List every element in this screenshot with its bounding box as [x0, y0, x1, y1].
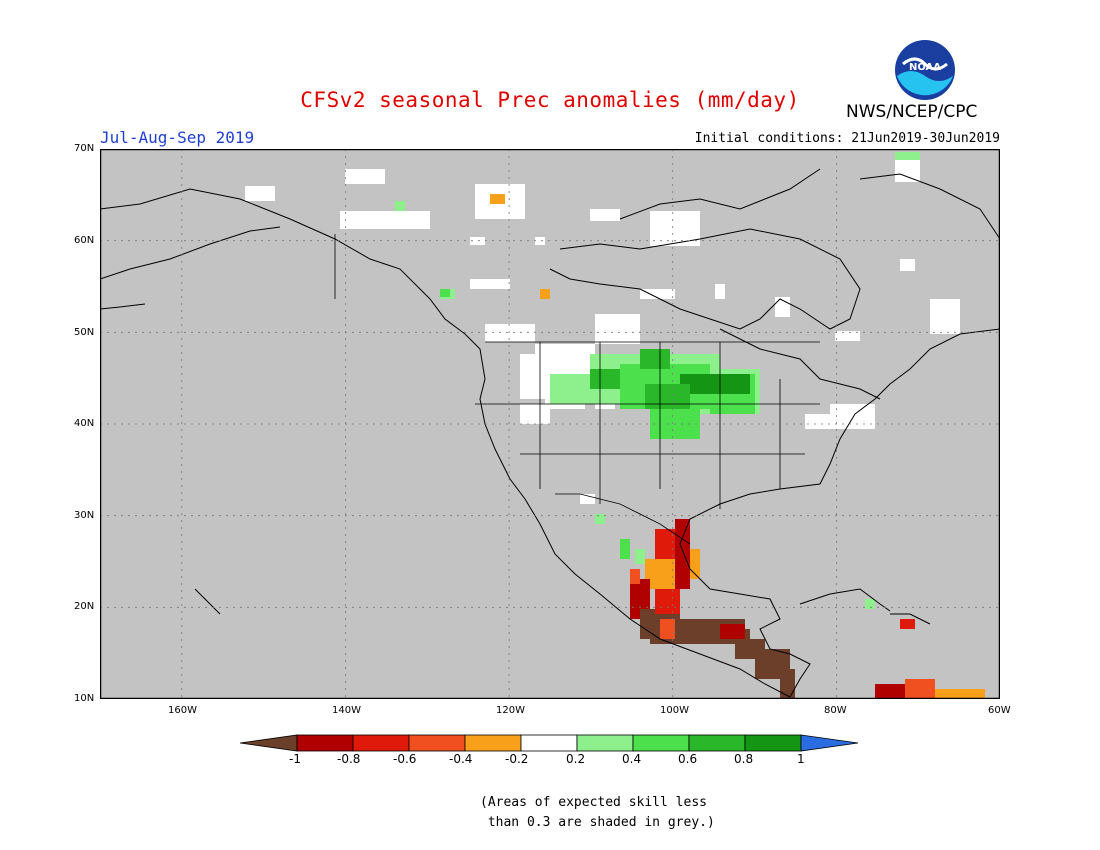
lat-label: 10N	[74, 693, 95, 704]
colorbar-cell	[576, 734, 634, 752]
colorbar-cell	[800, 734, 859, 752]
lat-label: 60N	[74, 235, 95, 246]
colorbar-cell	[240, 734, 298, 752]
map-frame	[100, 149, 1000, 699]
lat-label: 30N	[74, 510, 95, 521]
coastlines	[100, 168, 1000, 698]
colorbar-label: -0.8	[337, 752, 361, 766]
colorbar-label: 0.4	[622, 752, 642, 766]
positive-anomaly-patches	[395, 152, 920, 609]
colorbar-cell	[296, 734, 354, 752]
colorbar-cell	[632, 734, 690, 752]
lat-label: 40N	[74, 418, 95, 429]
noaa-logo: NOAA	[895, 40, 955, 100]
chart-title: CFSv2 seasonal Prec anomalies (mm/day)	[300, 88, 800, 112]
colorbar-cell	[744, 734, 802, 752]
colorbar-cell	[688, 734, 746, 752]
lat-label: 70N	[74, 143, 95, 154]
colorbar-label: -0.6	[393, 752, 417, 766]
colorbar-cell	[352, 734, 410, 752]
colorbar-label: -0.4	[449, 752, 473, 766]
lon-label: 160W	[168, 705, 197, 716]
lon-label: 140W	[332, 705, 361, 716]
initial-conditions-label: Initial conditions: 21Jun2019-30Jun2019	[694, 131, 1000, 146]
lon-label: 60W	[988, 705, 1011, 716]
lon-label: 80W	[824, 705, 847, 716]
lat-label: 20N	[74, 601, 95, 612]
colorbar-label: 0.2	[566, 752, 586, 766]
colorbar-label: 0.6	[678, 752, 698, 766]
lon-label: 100W	[660, 705, 689, 716]
colorbar-cell	[408, 734, 466, 752]
organization-label: NWS/NCEP/CPC	[846, 102, 978, 122]
colorbar-label: 1	[797, 752, 805, 766]
logo-text: NOAA	[909, 62, 941, 73]
political-borders	[334, 234, 820, 545]
colorbar	[240, 734, 859, 752]
colorbar-cell	[464, 734, 522, 752]
anomaly-map	[100, 149, 1000, 699]
colorbar-cell	[520, 734, 578, 752]
colorbar-label: -1	[289, 752, 301, 766]
colorbar-label: 0.8	[734, 752, 754, 766]
graticule	[100, 149, 1000, 699]
lat-label: 50N	[74, 327, 95, 338]
footnote: (Areas of expected skill less than 0.3 a…	[480, 795, 715, 830]
negative-anomaly-patches	[490, 194, 985, 699]
colorbar-label: -0.2	[505, 752, 529, 766]
lon-label: 120W	[496, 705, 525, 716]
period-label: Jul-Aug-Sep 2019	[100, 128, 255, 147]
